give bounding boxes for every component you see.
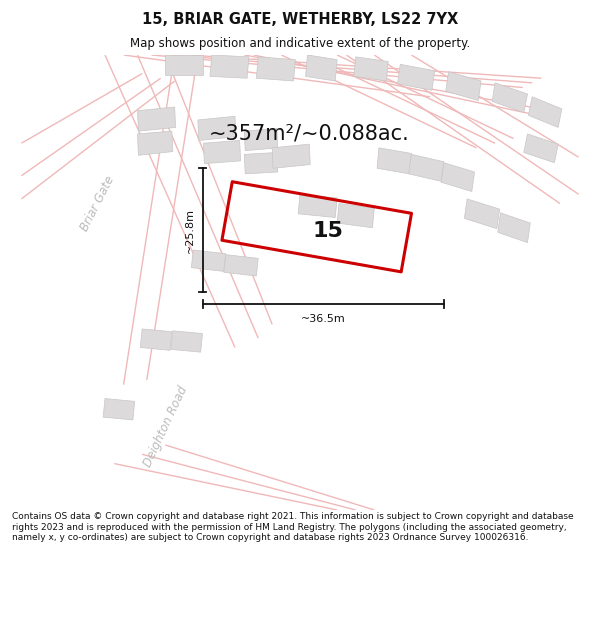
Polygon shape xyxy=(210,55,249,78)
Polygon shape xyxy=(305,55,337,81)
Polygon shape xyxy=(524,134,558,162)
Text: Deighton Road: Deighton Road xyxy=(141,384,190,469)
Polygon shape xyxy=(409,154,444,181)
Text: Contains OS data © Crown copyright and database right 2021. This information is : Contains OS data © Crown copyright and d… xyxy=(12,512,574,542)
Polygon shape xyxy=(137,107,176,131)
Text: Map shows position and indicative extent of the property.: Map shows position and indicative extent… xyxy=(130,38,470,51)
Text: ~36.5m: ~36.5m xyxy=(301,314,346,324)
Polygon shape xyxy=(398,64,434,90)
Polygon shape xyxy=(498,213,530,243)
Polygon shape xyxy=(354,57,388,81)
Polygon shape xyxy=(191,250,226,271)
Polygon shape xyxy=(171,331,203,352)
Polygon shape xyxy=(140,329,172,350)
Polygon shape xyxy=(337,204,374,228)
Polygon shape xyxy=(464,199,500,229)
Polygon shape xyxy=(446,72,481,101)
Polygon shape xyxy=(203,141,241,164)
Text: Briar Gate: Briar Gate xyxy=(78,174,117,233)
Text: 15: 15 xyxy=(313,221,343,241)
Polygon shape xyxy=(137,131,173,155)
Polygon shape xyxy=(529,97,562,128)
Polygon shape xyxy=(298,194,337,218)
Polygon shape xyxy=(224,254,258,276)
Polygon shape xyxy=(441,162,475,191)
Polygon shape xyxy=(103,399,135,420)
Polygon shape xyxy=(492,83,527,112)
Polygon shape xyxy=(166,55,203,76)
Text: ~357m²/~0.088ac.: ~357m²/~0.088ac. xyxy=(209,124,410,144)
Text: ~25.8m: ~25.8m xyxy=(185,208,194,252)
Polygon shape xyxy=(272,144,310,168)
Polygon shape xyxy=(198,116,236,141)
Text: 15, BRIAR GATE, WETHERBY, LS22 7YX: 15, BRIAR GATE, WETHERBY, LS22 7YX xyxy=(142,12,458,27)
Polygon shape xyxy=(244,152,278,174)
Polygon shape xyxy=(256,57,295,81)
Polygon shape xyxy=(377,148,412,174)
Polygon shape xyxy=(244,128,278,151)
